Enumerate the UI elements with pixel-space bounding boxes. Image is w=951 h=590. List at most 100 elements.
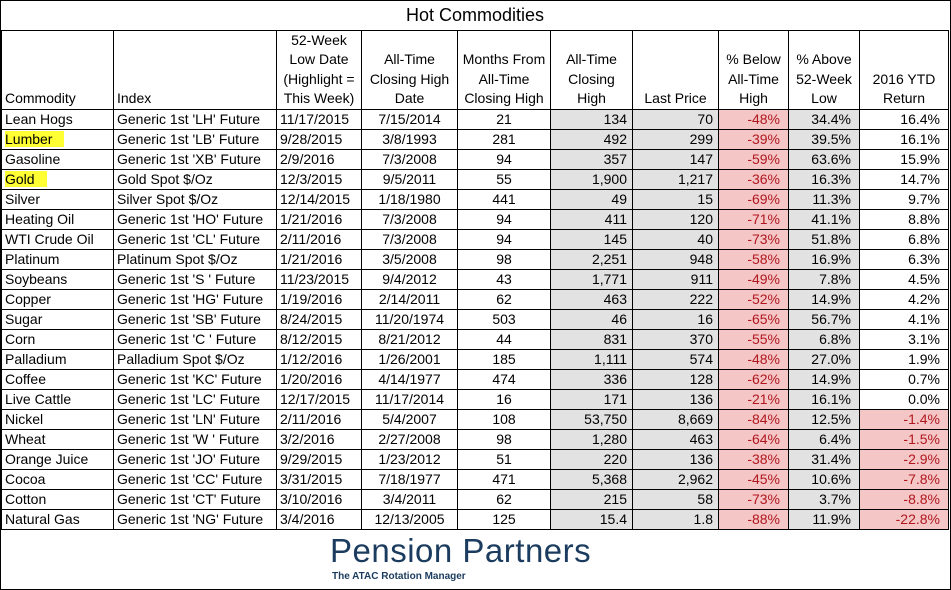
cell-months: 185 bbox=[457, 349, 551, 371]
cell-months: 503 bbox=[457, 309, 551, 331]
cell-low-date: 12/14/2015 bbox=[276, 189, 362, 211]
column-header-line: Commodity bbox=[5, 89, 76, 106]
cell-above: 31.4% bbox=[788, 449, 860, 471]
table-row: Live Cattle Generic 1st 'LC' Future 12/17/… bbox=[1, 389, 949, 411]
cell-commodity: Copper bbox=[1, 289, 114, 311]
cell-high-date: 7/15/2014 bbox=[361, 109, 458, 131]
cell-last: 40 bbox=[632, 229, 719, 251]
cell-commodity: Platinum bbox=[1, 249, 114, 271]
column-header-line: 52-Week bbox=[291, 32, 347, 48]
column-header-line: Date bbox=[394, 89, 425, 106]
cell-low-date: 9/29/2015 bbox=[276, 449, 362, 471]
cell-ytd: 1.9% bbox=[859, 349, 949, 371]
table-row: Silver Silver Spot $/Oz 12/14/2015 1/18/198… bbox=[1, 189, 949, 211]
cell-ath: 145 bbox=[550, 229, 633, 251]
cell-high-date: 1/18/1980 bbox=[361, 189, 458, 211]
cell-ytd: -7.8% bbox=[859, 469, 949, 491]
cell-ath: 134 bbox=[550, 109, 633, 131]
table-row: WTI Crude Oil Generic 1st 'CL' Future 2/11… bbox=[1, 229, 949, 251]
cell-below: -88% bbox=[718, 509, 789, 531]
cell-months: 125 bbox=[457, 509, 551, 531]
cell-ath: 492 bbox=[550, 129, 633, 151]
table-row: Cotton Generic 1st 'CT' Future 3/10/2016 3/… bbox=[1, 489, 949, 511]
cell-index: Generic 1st 'LC' Future bbox=[113, 389, 277, 411]
cell-index: Generic 1st 'NG' Future bbox=[113, 509, 277, 531]
cell-below: -38% bbox=[718, 449, 789, 471]
cell-high-date: 7/3/2008 bbox=[361, 229, 458, 251]
column-header-line: 52-Week bbox=[796, 70, 852, 87]
column-header-months: Months From All-Time Closing High bbox=[457, 29, 551, 111]
highlighted-commodity: Lumber bbox=[5, 131, 65, 148]
cell-low-date: 9/28/2015 bbox=[276, 129, 362, 151]
cell-index: Silver Spot $/Oz bbox=[113, 189, 277, 211]
cell-high-date: 1/23/2012 bbox=[361, 449, 458, 471]
cell-low-date: 11/23/2015 bbox=[276, 269, 362, 291]
cell-months: 441 bbox=[457, 189, 551, 211]
column-header-line: High bbox=[739, 89, 768, 106]
cell-months: 43 bbox=[457, 269, 551, 291]
cell-commodity: Silver bbox=[1, 189, 114, 211]
cell-last: 222 bbox=[632, 289, 719, 311]
table-row: Palladium Palladium Spot $/Oz 1/12/2016 1/2… bbox=[1, 349, 949, 371]
column-header-line: % Above bbox=[796, 51, 852, 68]
cell-low-date: 2/9/2016 bbox=[276, 149, 362, 171]
cell-index: Generic 1st 'C ' Future bbox=[113, 329, 277, 351]
cell-below: -48% bbox=[718, 109, 789, 131]
cell-commodity: Lumber bbox=[1, 129, 114, 151]
table-row: Gasoline Generic 1st 'XB' Future 2/9/2016 7… bbox=[1, 149, 949, 171]
cell-above: 34.4% bbox=[788, 109, 860, 131]
cell-months: 21 bbox=[457, 109, 551, 131]
cell-low-date: 3/2/2016 bbox=[276, 429, 362, 451]
cell-commodity: Lean Hogs bbox=[1, 109, 114, 131]
cell-ath: 46 bbox=[550, 309, 633, 331]
cell-months: 471 bbox=[457, 469, 551, 491]
cell-high-date: 8/21/2012 bbox=[361, 329, 458, 351]
cell-low-date: 1/12/2016 bbox=[276, 349, 362, 371]
cell-ytd: 14.7% bbox=[859, 169, 949, 191]
cell-index: Generic 1st 'CL' Future bbox=[113, 229, 277, 251]
column-header-line: Months From bbox=[462, 51, 546, 68]
cell-above: 10.6% bbox=[788, 469, 860, 491]
commodities-table: Commodity Index 52-Week Low Date (Highlight … bbox=[1, 29, 949, 531]
cell-ytd: 0.0% bbox=[859, 389, 949, 411]
cell-commodity: Cotton bbox=[1, 489, 114, 511]
cell-high-date: 11/20/1974 bbox=[361, 309, 458, 331]
column-header-line: (Highlight = bbox=[283, 70, 355, 87]
cell-commodity: Gasoline bbox=[1, 149, 114, 171]
column-header-line: Closing High bbox=[369, 70, 450, 87]
table-row: Cocoa Generic 1st 'CC' Future 3/31/2015 7/1… bbox=[1, 469, 949, 491]
cell-index: Generic 1st 'LH' Future bbox=[113, 109, 277, 131]
column-header-line: Closing High bbox=[464, 89, 544, 106]
cell-below: -64% bbox=[718, 429, 789, 451]
cell-high-date: 3/4/2011 bbox=[361, 489, 458, 511]
cell-ytd: 3.1% bbox=[859, 329, 949, 351]
cell-above: 3.7% bbox=[788, 489, 860, 511]
cell-ath: 215 bbox=[550, 489, 633, 511]
cell-ytd: 4.5% bbox=[859, 269, 949, 291]
cell-commodity: Natural Gas bbox=[1, 509, 114, 531]
cell-ytd: -1.4% bbox=[859, 409, 949, 431]
cell-above: 7.8% bbox=[788, 269, 860, 291]
column-header-line: Low Date bbox=[289, 51, 349, 68]
column-header-line: Last Price bbox=[644, 89, 707, 106]
cell-low-date: 3/4/2016 bbox=[276, 509, 362, 531]
table-row: Heating Oil Generic 1st 'HO' Future 1/21/2… bbox=[1, 209, 949, 231]
cell-ath: 1,771 bbox=[550, 269, 633, 291]
table-row: Coffee Generic 1st 'KC' Future 1/20/2016 4/… bbox=[1, 369, 949, 391]
cell-last: 58 bbox=[632, 489, 719, 511]
cell-last: 70 bbox=[632, 109, 719, 131]
cell-commodity: Palladium bbox=[1, 349, 114, 371]
cell-ytd: -22.8% bbox=[859, 509, 949, 531]
cell-above: 16.1% bbox=[788, 389, 860, 411]
table-row: Orange Juice Generic 1st 'JO' Future 9/29/… bbox=[1, 449, 949, 471]
cell-below: -55% bbox=[718, 329, 789, 351]
table-row: Platinum Platinum Spot $/Oz 1/21/2016 3/5/2… bbox=[1, 249, 949, 271]
table-row: Gold Gold Spot $/Oz 12/3/2015 9/5/2011 55 1,9… bbox=[1, 169, 949, 191]
table-row: Natural Gas Generic 1st 'NG' Future 3/4/20… bbox=[1, 509, 949, 531]
cell-high-date: 7/18/1977 bbox=[361, 469, 458, 491]
cell-above: 41.1% bbox=[788, 209, 860, 231]
cell-above: 6.4% bbox=[788, 429, 860, 451]
cell-months: 55 bbox=[457, 169, 551, 191]
cell-ytd: 6.3% bbox=[859, 249, 949, 271]
cell-ytd: 16.1% bbox=[859, 129, 949, 151]
